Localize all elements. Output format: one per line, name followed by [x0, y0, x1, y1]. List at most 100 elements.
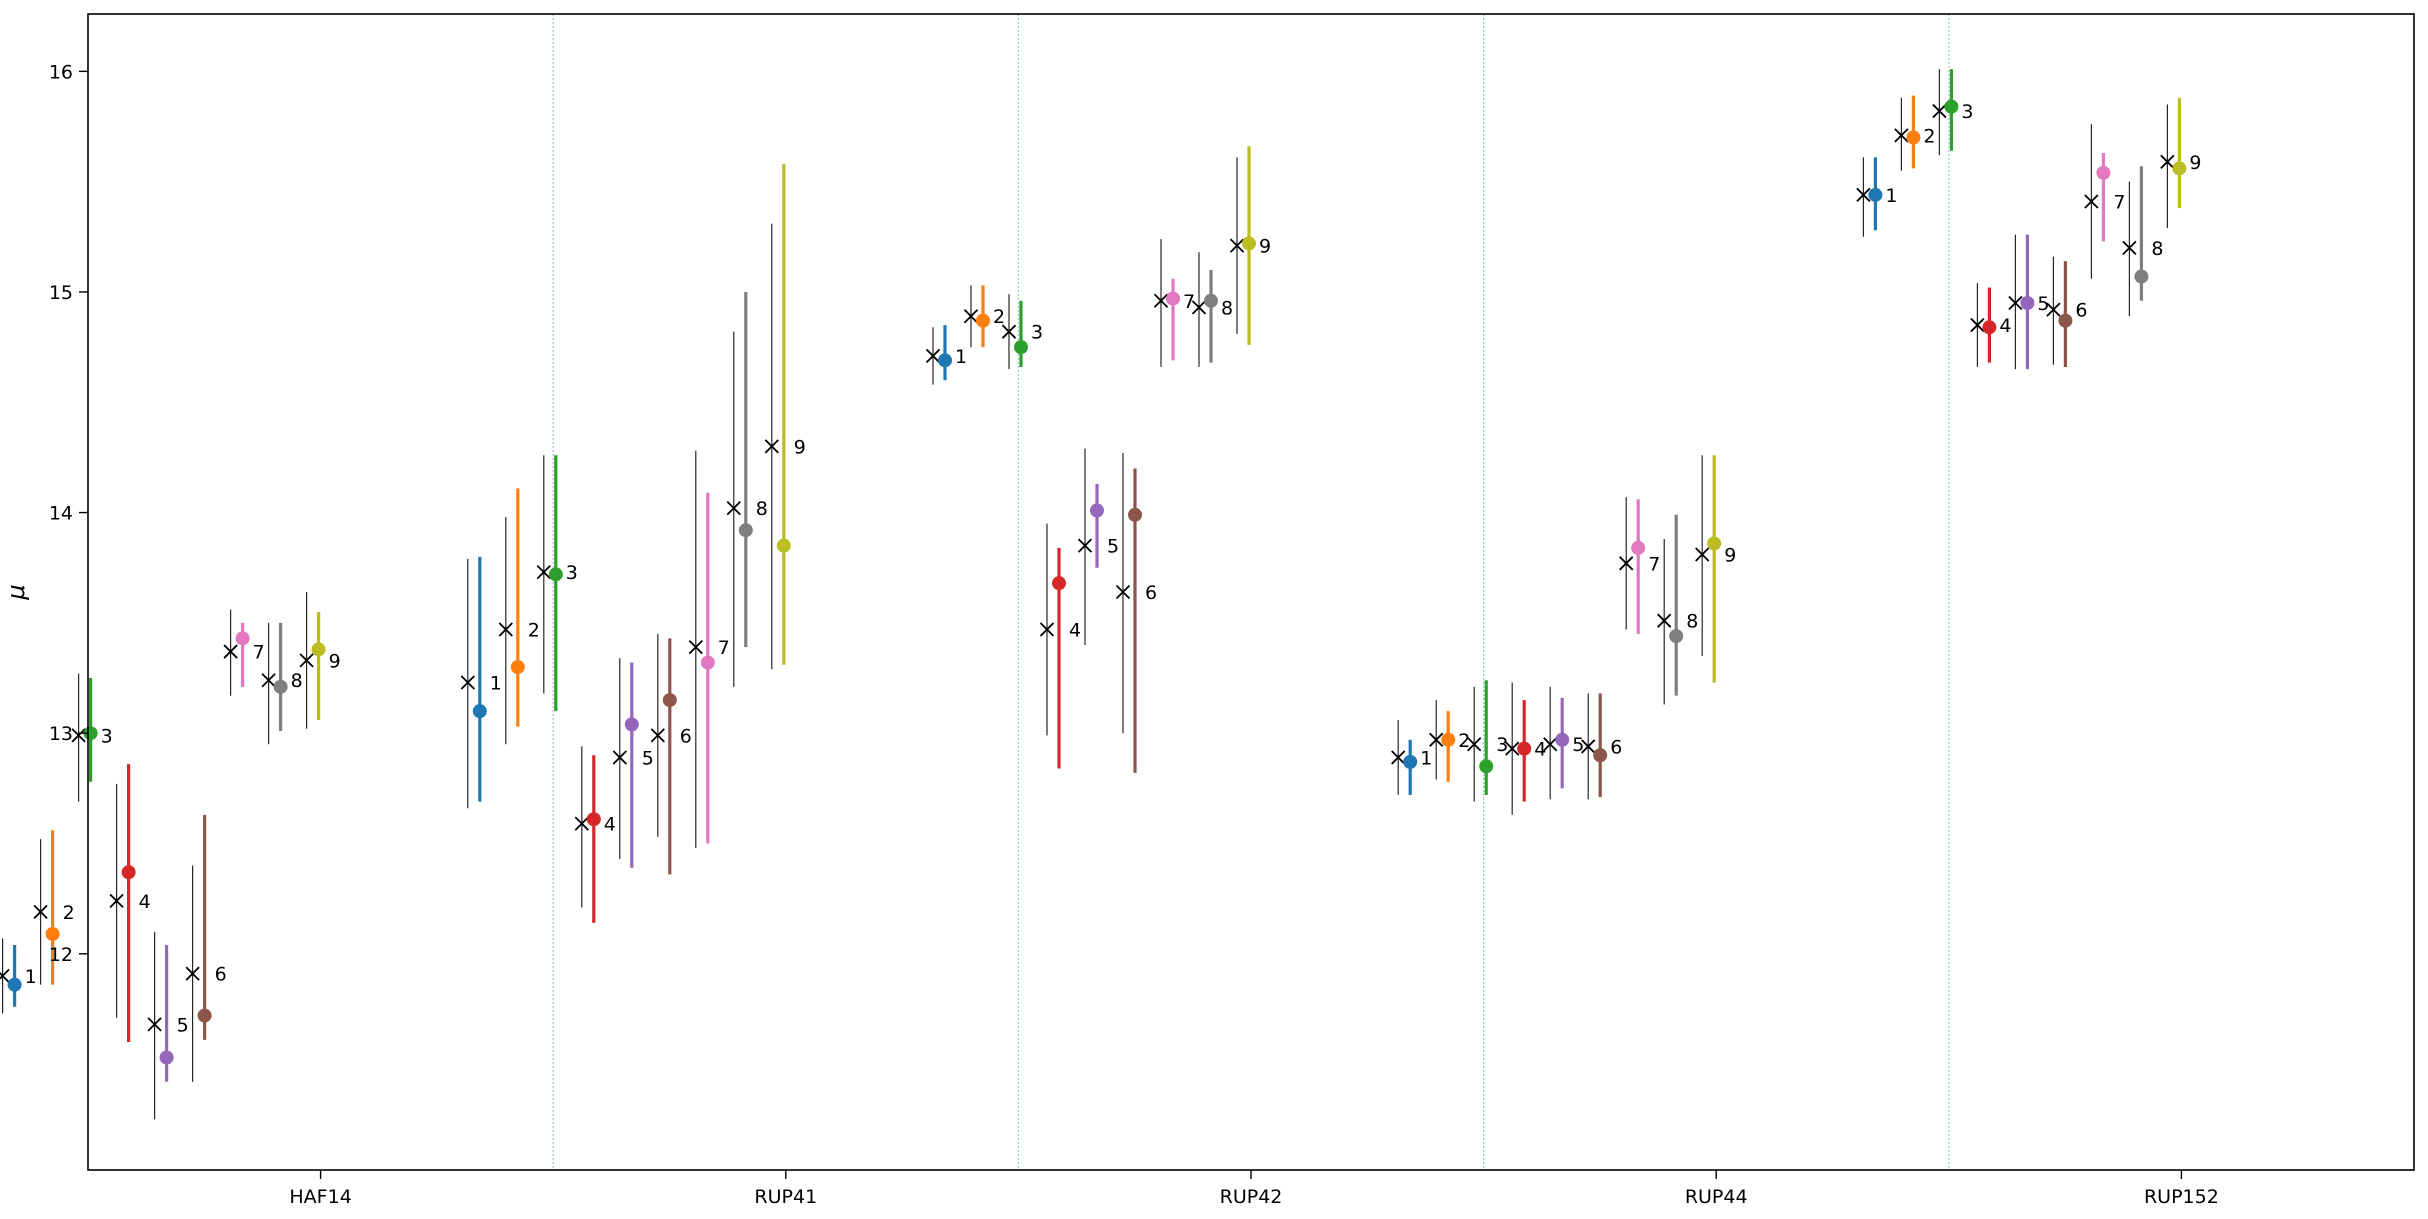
mu-point-marker	[1555, 732, 1570, 747]
point-label: 3	[1031, 322, 1043, 344]
point-label: 9	[794, 436, 806, 458]
reference-point-marker	[1039, 622, 1055, 637]
reference-point-marker	[1543, 737, 1558, 752]
mu-point-marker	[273, 679, 288, 694]
mu-point-marker	[1441, 732, 1456, 747]
point-label: 5	[642, 747, 654, 769]
mu-point-marker	[1479, 759, 1494, 774]
reference-point-marker	[109, 893, 124, 908]
mu-point-marker	[1052, 576, 1066, 591]
point-label: 5	[1107, 536, 1119, 558]
data-markers	[0, 99, 2187, 1065]
point-label: 2	[63, 902, 75, 924]
reference-point-marker	[1581, 739, 1596, 754]
x-tick-label: RUP42	[1220, 1186, 1283, 1208]
mu-point-marker	[1944, 99, 1959, 114]
point-label: 3	[566, 562, 578, 584]
point-label: 1	[955, 346, 967, 368]
mu-point-marker	[2096, 165, 2111, 180]
point-label: 6	[2075, 300, 2087, 322]
reference-point-marker	[71, 728, 86, 743]
point-label: 3	[101, 725, 113, 747]
point-label: 4	[139, 891, 151, 913]
point-label: 8	[1221, 297, 1233, 319]
mu-point-marker	[938, 353, 952, 368]
mu-point-marker	[472, 704, 487, 719]
point-label: 6	[1145, 582, 1157, 604]
mu-point-marker	[776, 538, 791, 553]
reference-point-marker	[1894, 128, 1909, 143]
point-label: 1	[490, 672, 502, 694]
y-tick-label: 12	[49, 944, 73, 966]
point-label: 5	[177, 1014, 189, 1036]
point-label: 9	[1724, 544, 1736, 566]
point-label: 8	[2151, 238, 2163, 260]
point-label: 8	[756, 498, 768, 520]
mu-point-marker	[2172, 161, 2187, 176]
y-axis-label: μ	[2, 584, 30, 600]
reference-point-marker	[1695, 547, 1710, 562]
mu-point-marker	[83, 726, 98, 741]
x-tick-label: RUP41	[754, 1186, 817, 1208]
reference-point-marker	[2084, 194, 2099, 209]
reference-point-marker	[1657, 613, 1672, 628]
reference-point-marker	[963, 309, 979, 324]
reference-point-marker	[498, 622, 513, 637]
y-tick-label: 15	[49, 282, 73, 304]
mu-point-marker	[159, 1050, 174, 1065]
reference-point-marker	[2046, 302, 2061, 317]
point-label: 2	[993, 306, 1005, 328]
group-separators	[552, 14, 1950, 1170]
mu-point-marker	[311, 642, 326, 657]
point-label: 5	[1572, 734, 1584, 756]
point-label: 9	[2189, 152, 2201, 174]
reference-point-marker	[925, 348, 941, 364]
x-tick-label: HAF14	[289, 1186, 351, 1208]
point-label: 3	[1961, 101, 1973, 123]
point-label: 6	[680, 725, 692, 747]
reference-point-marker	[1153, 293, 1169, 308]
reference-point-marker	[726, 501, 741, 516]
point-label: 1	[1885, 185, 1897, 207]
x-axis: HAF14 RUP41 RUP42 RUP44 RUP152	[289, 1170, 2219, 1208]
mu-point-marker	[1014, 340, 1028, 355]
mu-point-marker	[586, 812, 601, 827]
reference-point-marker	[1505, 741, 1520, 756]
reference-point-marker	[460, 675, 475, 690]
point-label: 9	[329, 650, 341, 672]
point-label: 4	[1999, 315, 2011, 337]
mu-point-marker	[1204, 293, 1218, 308]
mu-point-marker	[1669, 629, 1684, 644]
mu-point-marker	[548, 567, 563, 582]
reference-point-marker	[612, 750, 627, 765]
reference-point-marker	[1001, 324, 1017, 339]
reference-point-marker	[223, 644, 238, 659]
mu-point-marker	[1593, 748, 1608, 763]
reference-point-marker	[1932, 103, 1947, 119]
reference-point-marker	[1856, 187, 1871, 203]
reference-point-marker	[1115, 584, 1131, 600]
point-label: 8	[1686, 611, 1698, 633]
reference-point-marker	[1619, 556, 1634, 571]
reference-point-marker	[1229, 238, 1245, 253]
mu-point-marker	[1906, 130, 1921, 145]
y-tick-label: 16	[49, 61, 73, 83]
point-label: 2	[1458, 730, 1470, 752]
mu-point-marker	[738, 523, 753, 538]
reference-point-marker	[1391, 750, 1406, 765]
reference-point-marker	[1429, 732, 1444, 747]
point-label: 6	[215, 964, 227, 986]
mu-point-marker	[662, 693, 677, 708]
mu-point-marker	[700, 655, 715, 670]
reference-point-marker	[2122, 240, 2137, 255]
mu-point-marker	[1631, 540, 1646, 555]
mu-point-marker	[1517, 741, 1532, 756]
mu-point-marker	[510, 660, 525, 675]
reference-point-marker	[1467, 737, 1482, 752]
reference-point-marker	[299, 653, 314, 668]
reference-point-marker	[1191, 300, 1207, 315]
reference-point-marker	[147, 1017, 162, 1032]
point-label: 5	[2037, 293, 2049, 315]
y-axis: 12 13 14 15 16	[49, 61, 88, 966]
